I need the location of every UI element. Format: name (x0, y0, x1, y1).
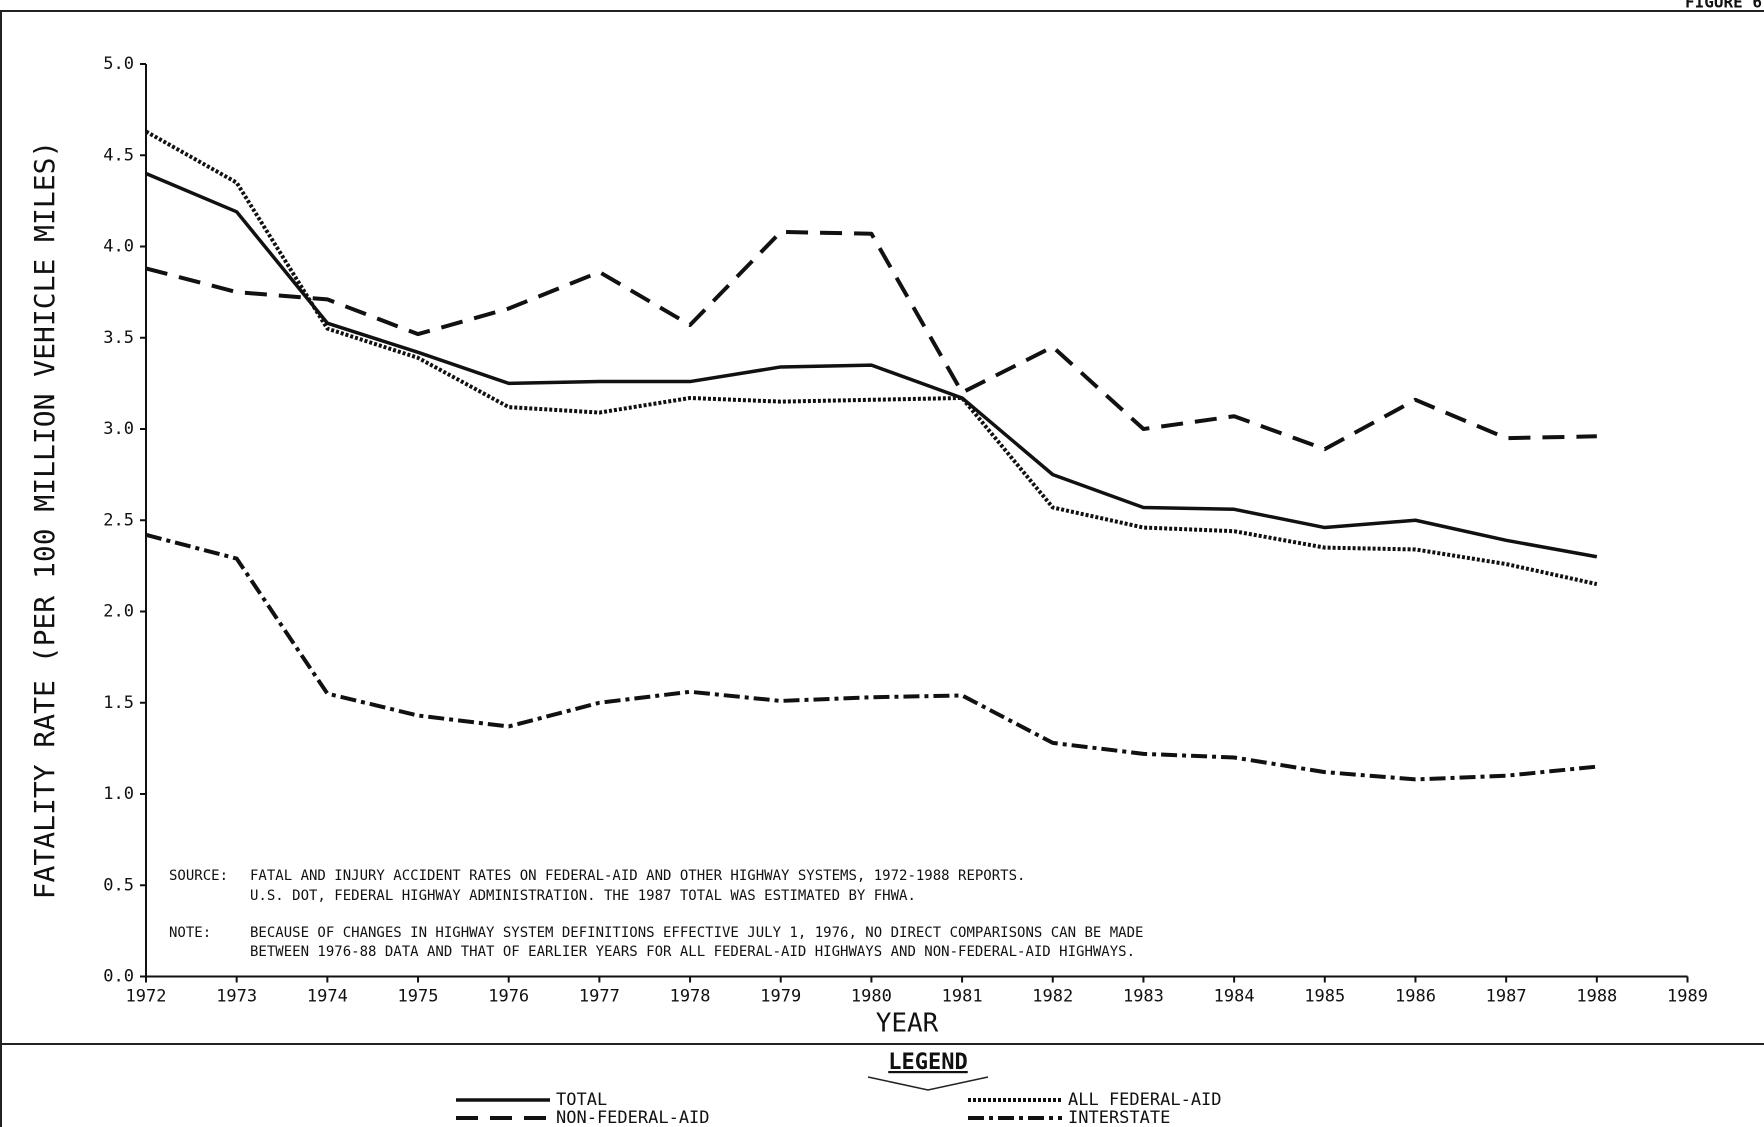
annotation-text: BETWEEN 1976-88 DATA AND THAT OF EARLIER… (250, 944, 1135, 960)
x-tick-label: 1976 (488, 987, 529, 1007)
x-tick-label: 1986 (1395, 987, 1436, 1007)
x-tick-label: 1975 (398, 987, 439, 1007)
y-tick-label: 0.5 (103, 875, 134, 895)
x-tick-label: 1984 (1214, 987, 1255, 1007)
x-tick-label: 1973 (216, 987, 257, 1007)
x-tick-label: 1987 (1486, 987, 1527, 1007)
x-tick-label: 1988 (1576, 987, 1617, 1007)
legend-label: ALL FEDERAL-AID (1068, 1090, 1222, 1110)
frame (0, 10, 1764, 1127)
x-tick-label: 1982 (1032, 987, 1073, 1007)
annotation-text: FATAL AND INJURY ACCIDENT RATES ON FEDER… (250, 868, 1025, 884)
y-tick-label: 1.0 (103, 784, 134, 804)
x-tick-label: 1978 (670, 987, 711, 1007)
y-tick-label: 3.0 (103, 419, 134, 439)
annotation-label: SOURCE: (169, 868, 228, 884)
series-line (145, 229, 1597, 452)
x-tick-label: 1985 (1304, 987, 1345, 1007)
y-tick-label: 4.0 (103, 237, 134, 257)
x-tick-label: 1981 (942, 987, 983, 1007)
x-tick-label: 1977 (579, 987, 620, 1007)
y-tick-label: 2.0 (103, 602, 134, 622)
x-tick-label: 1972 (126, 987, 167, 1007)
x-axis-label: YEAR (876, 1009, 939, 1039)
x-tick-label: 1974 (307, 987, 348, 1007)
x-tick-label: 1980 (851, 987, 892, 1007)
x-tick-label: 1979 (760, 987, 801, 1007)
series-line (145, 171, 1598, 559)
y-axis-label: FATALITY RATE (PER 100 MILLION VEHICLE M… (28, 141, 61, 900)
figure-label: FIGURE 6 (1685, 0, 1762, 12)
y-tick-label: 4.5 (103, 145, 134, 165)
legend-chevron (867, 1076, 989, 1091)
legend-label: TOTAL (556, 1090, 607, 1110)
annotation-text: BECAUSE OF CHANGES IN HIGHWAY SYSTEM DEF… (250, 925, 1143, 941)
x-tick-label: 1989 (1667, 987, 1708, 1007)
legend-label: INTERSTATE (1068, 1108, 1170, 1127)
annotation-label: NOTE: (169, 925, 211, 941)
x-tick-label: 1983 (1123, 987, 1164, 1007)
legend-label: NON-FEDERAL-AID (556, 1108, 710, 1127)
annotation-text: U.S. DOT, FEDERAL HIGHWAY ADMINISTRATION… (250, 888, 916, 904)
series-line (145, 129, 1598, 587)
legend-title: LEGEND (888, 1050, 967, 1075)
y-tick-label: 2.5 (103, 510, 134, 530)
y-tick-label: 0.0 (103, 967, 134, 987)
series-line (145, 532, 1598, 782)
y-tick-label: 3.5 (103, 328, 134, 348)
y-tick-label: 1.5 (103, 693, 134, 713)
y-tick-label: 5.0 (103, 54, 134, 74)
